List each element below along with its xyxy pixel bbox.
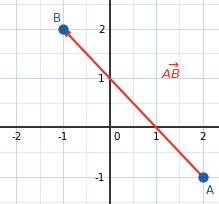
Text: B: B (52, 12, 61, 24)
Text: 1: 1 (98, 74, 105, 84)
Point (201, 175, 205, 178)
Text: $\overrightarrow{AB}$: $\overrightarrow{AB}$ (161, 61, 181, 81)
Text: -2: -2 (11, 132, 21, 142)
Point (61, 28, 65, 31)
Text: A: A (206, 183, 214, 196)
Text: 0: 0 (113, 132, 120, 142)
Text: -1: -1 (58, 132, 68, 142)
Text: -1: -1 (94, 172, 105, 182)
Text: 2: 2 (98, 24, 105, 34)
Text: 2: 2 (199, 132, 206, 142)
Text: 1: 1 (153, 132, 159, 142)
